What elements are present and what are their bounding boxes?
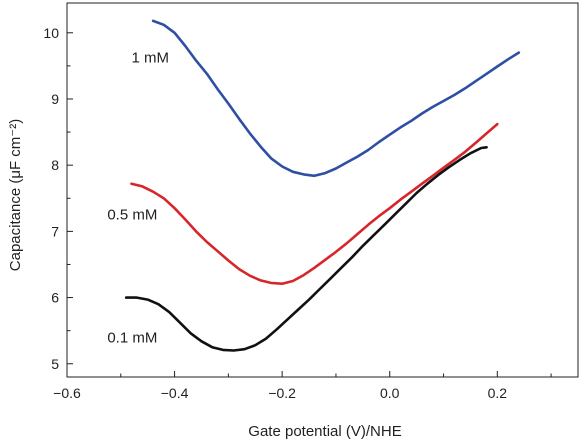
series-label-0p1-mm: 0.1 mM [107,330,157,347]
series-label-0p5-mm: 0.5 mM [107,206,157,223]
y-tick-label: 10 [43,25,59,41]
x-tick-label: −0.6 [53,385,81,401]
x-tick-label: 0.0 [380,385,400,401]
x-axis: −0.6 −0.4 −0.2 0.0 0.2 [53,371,552,401]
x-tick-label: 0.2 [488,385,508,401]
y-axis: 5 6 7 8 9 10 [43,25,73,372]
y-tick-label: 5 [51,356,59,372]
y-tick-label: 9 [51,91,59,107]
y-tick-label: 6 [51,290,59,306]
series-label-1-mm: 1 mM [132,50,170,67]
series-line-0p1-mm [124,146,488,352]
x-tick-label: −0.4 [161,385,189,401]
plot-frame [66,2,579,378]
series-label-layer: 1 mM 0.5 mM 0.1 mM [107,50,169,347]
series-layer [124,19,521,352]
x-axis-title: Gate potential (V)/NHE [248,423,401,440]
x-tick-label: −0.2 [268,385,296,401]
series-line-1-mm [151,19,521,178]
y-axis-title: Capacitance (μF cm⁻²) [7,119,24,271]
plot-area [66,2,579,378]
y-tick-label: 7 [51,223,59,239]
y-tick-label: 8 [51,157,59,173]
series-line-0p5-mm [130,122,499,286]
